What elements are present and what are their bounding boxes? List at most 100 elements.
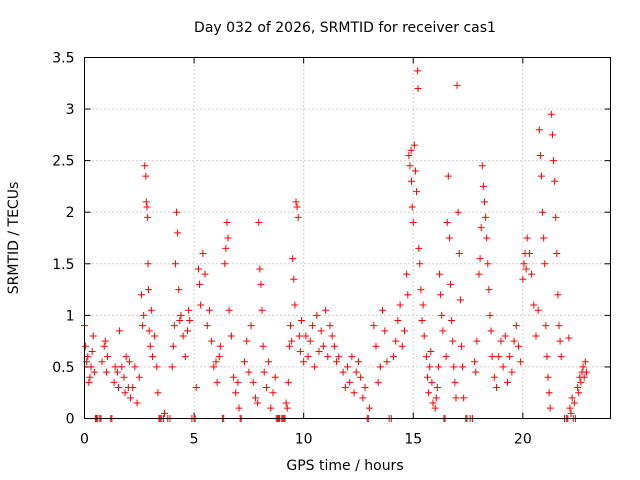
data-point [174, 229, 182, 237]
data-point [177, 311, 185, 319]
data-point [306, 337, 314, 345]
data-point [539, 208, 547, 216]
data-point [555, 322, 563, 330]
data-point [186, 317, 194, 325]
data-point [98, 358, 106, 366]
data-point [445, 234, 453, 242]
data-point [542, 322, 550, 330]
data-point [372, 342, 380, 350]
plot-frame [84, 57, 611, 419]
data-point [282, 399, 290, 407]
data-point [324, 353, 332, 361]
data-point [439, 327, 447, 335]
data-point [234, 378, 242, 386]
data-point [406, 162, 414, 170]
data-point [493, 384, 501, 392]
data-point [168, 363, 176, 371]
data-point [476, 255, 484, 263]
data-point [137, 291, 145, 299]
data-point [335, 353, 343, 361]
data-point [514, 342, 522, 350]
data-point [326, 322, 334, 330]
data-point [116, 327, 124, 335]
data-point [579, 363, 587, 371]
chart-title: Day 032 of 2026, SRMTID for receiver cas… [194, 20, 496, 36]
data-point [82, 342, 90, 350]
data-point [212, 358, 220, 366]
data-point [125, 358, 133, 366]
data-point [376, 363, 384, 371]
data-point [140, 311, 148, 319]
data-point [348, 353, 356, 361]
data-point [535, 126, 543, 134]
data-point [374, 378, 382, 386]
data-point [392, 337, 400, 345]
data-point [574, 384, 582, 392]
data-point [485, 286, 493, 294]
data-point [289, 255, 297, 263]
data-point [175, 286, 183, 294]
data-point [413, 188, 421, 196]
data-point [297, 317, 305, 325]
data-point [447, 280, 455, 288]
data-point [197, 301, 205, 309]
data-point [415, 244, 423, 252]
data-point [84, 353, 92, 361]
data-point [546, 404, 554, 412]
data-point [557, 353, 565, 361]
data-point [269, 389, 277, 397]
y-tick-label: 1.5 [52, 257, 74, 273]
data-point [552, 213, 560, 221]
data-point [471, 358, 479, 366]
data-point [291, 301, 299, 309]
data-point [503, 378, 511, 386]
data-point [194, 265, 202, 273]
data-point [390, 353, 398, 361]
data-point [243, 337, 251, 345]
data-point [404, 291, 412, 299]
data-point [333, 358, 341, 366]
data-point [541, 260, 549, 268]
y-tick-label: 1 [66, 308, 75, 324]
data-point [352, 368, 360, 376]
data-point [153, 363, 161, 371]
data-point [201, 270, 209, 278]
data-point [311, 363, 319, 371]
data-point [418, 317, 426, 325]
data-point [422, 353, 430, 361]
data-point [454, 208, 462, 216]
data-point [143, 203, 151, 211]
data-point [550, 157, 558, 165]
data-point [459, 363, 467, 371]
data-point [456, 296, 464, 304]
data-point [396, 301, 404, 309]
data-point [287, 322, 295, 330]
data-point [436, 270, 444, 278]
data-point [85, 378, 93, 386]
data-point [122, 353, 130, 361]
data-point [528, 270, 536, 278]
data-point [148, 353, 156, 361]
data-point [145, 327, 153, 335]
data-point [536, 151, 544, 159]
data-point [341, 384, 349, 392]
data-point [227, 332, 235, 340]
data-point [497, 337, 505, 345]
data-point [448, 317, 456, 325]
data-point [383, 358, 391, 366]
data-point [302, 332, 310, 340]
data-point [577, 378, 585, 386]
data-point [346, 378, 354, 386]
data-point [319, 342, 327, 350]
data-point [405, 151, 413, 159]
data-point [339, 368, 347, 376]
data-point [407, 146, 415, 154]
axis-ticks: 0 0.5 1 1.5 2 2.5 3 3.5 0 5 10 15 20 [52, 51, 611, 448]
data-point [506, 353, 514, 361]
data-point [490, 373, 498, 381]
data-point [86, 373, 94, 381]
data-point [285, 342, 293, 350]
data-point [249, 378, 257, 386]
data-point [120, 373, 128, 381]
